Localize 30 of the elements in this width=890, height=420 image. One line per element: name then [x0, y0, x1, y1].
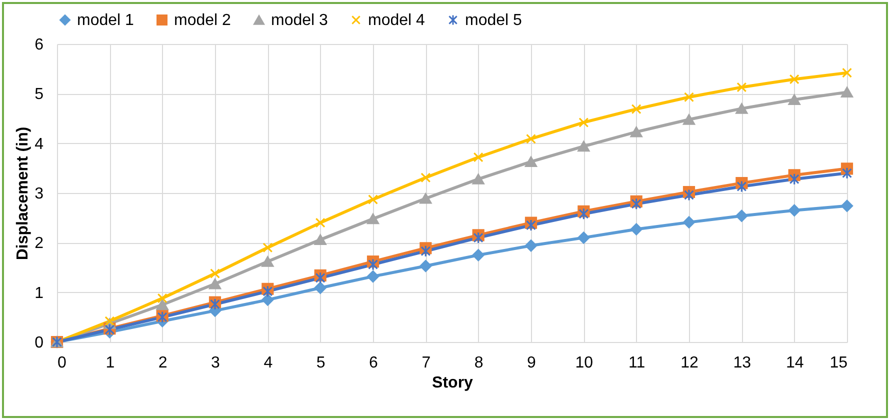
legend-label: model 5 [465, 12, 522, 29]
x-tick-label: 11 [628, 354, 646, 372]
y-tick-label: 6 [34, 36, 44, 54]
x-tick-label: 2 [158, 354, 168, 372]
x-tick-label: 3 [211, 354, 220, 372]
y-tick-label: 1 [34, 284, 44, 302]
legend-label: model 4 [368, 12, 426, 29]
y-tick-label: 3 [34, 186, 44, 202]
legend-label: model 3 [271, 12, 328, 29]
y-axis-title: Displacement (in) [14, 126, 32, 260]
x-tick-label: 7 [422, 354, 431, 372]
x-tick-label: 14 [786, 354, 804, 372]
y-tick-label: 5 [34, 86, 44, 104]
x-tick-label: 12 [680, 354, 698, 372]
x-tick-label: 0 [58, 354, 66, 372]
legend-label: model 2 [174, 12, 232, 29]
y-tick-label: 0 [34, 334, 44, 352]
y-tick-label: 2 [34, 235, 44, 252]
x-tick-label: 4 [264, 354, 273, 372]
x-tick-label: 8 [474, 354, 484, 372]
x-axis-title: Story [432, 374, 474, 392]
y-tick-label: 4 [34, 136, 44, 153]
x-tick-label: 10 [575, 354, 594, 372]
legend-label: model 1 [77, 12, 134, 29]
x-tick-label: 6 [369, 354, 378, 372]
x-tick-label: 1 [106, 354, 115, 372]
x-tick-label: 13 [733, 354, 752, 372]
x-tick-label: 15 [830, 354, 848, 372]
x-tick-label: 5 [316, 354, 326, 372]
x-tick-label: 9 [527, 354, 536, 372]
